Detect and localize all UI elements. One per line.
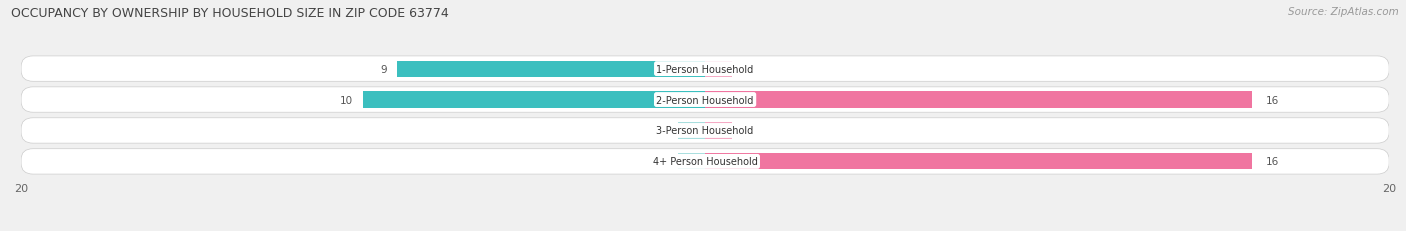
- FancyBboxPatch shape: [21, 57, 1389, 82]
- Text: 3-Person Household: 3-Person Household: [657, 126, 754, 136]
- Text: 2-Person Household: 2-Person Household: [657, 95, 754, 105]
- Text: 16: 16: [1265, 157, 1279, 167]
- Text: 0: 0: [747, 64, 752, 74]
- Bar: [678, 154, 706, 170]
- Bar: [706, 61, 733, 77]
- Text: 10: 10: [340, 95, 353, 105]
- Text: 0: 0: [661, 126, 668, 136]
- Text: Source: ZipAtlas.com: Source: ZipAtlas.com: [1288, 7, 1399, 17]
- Bar: [398, 61, 706, 77]
- FancyBboxPatch shape: [21, 149, 1389, 174]
- Bar: [706, 123, 733, 139]
- Text: 0: 0: [661, 157, 668, 167]
- Text: 16: 16: [1265, 95, 1279, 105]
- Text: 9: 9: [381, 64, 387, 74]
- Bar: [363, 92, 706, 108]
- Text: 1-Person Household: 1-Person Household: [657, 64, 754, 74]
- FancyBboxPatch shape: [21, 88, 1389, 113]
- Text: 0: 0: [747, 126, 752, 136]
- Text: OCCUPANCY BY OWNERSHIP BY HOUSEHOLD SIZE IN ZIP CODE 63774: OCCUPANCY BY OWNERSHIP BY HOUSEHOLD SIZE…: [11, 7, 449, 20]
- Bar: [678, 123, 706, 139]
- Bar: [706, 154, 1253, 170]
- Bar: [706, 92, 1253, 108]
- Text: 4+ Person Household: 4+ Person Household: [652, 157, 758, 167]
- FancyBboxPatch shape: [21, 118, 1389, 143]
